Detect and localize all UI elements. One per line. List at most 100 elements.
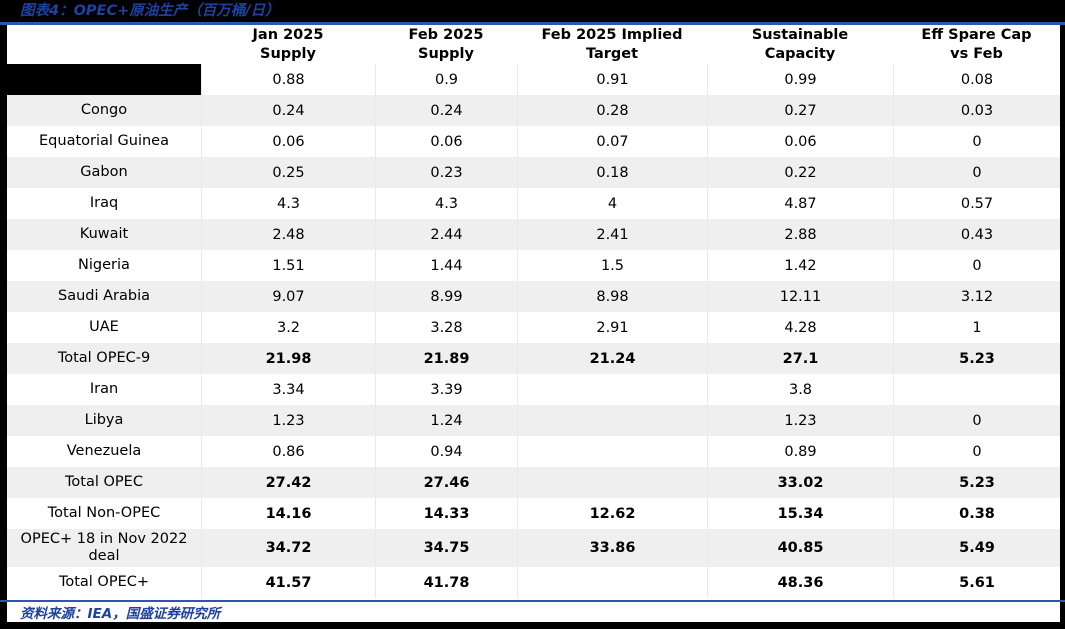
value-cell: 0.18	[517, 157, 707, 188]
value-cell	[517, 467, 707, 498]
value-cell: 21.98	[201, 343, 375, 374]
figure-title: 图表4：OPEC+原油生产（百万桶/日）	[20, 3, 280, 19]
country-cell: Iran	[89, 381, 119, 397]
value-cell: 5.61	[893, 567, 1060, 598]
value-cell: 21.24	[517, 343, 707, 374]
value-cell: 2.48	[201, 219, 375, 250]
bottom-rule	[0, 600, 1065, 602]
value-cell: 12.11	[707, 281, 893, 312]
value-cell: 0.07	[517, 126, 707, 157]
value-cell: 4	[517, 188, 707, 219]
country-cell: Congo	[80, 102, 128, 118]
value-cell: 5.49	[893, 529, 1060, 567]
value-cell: 2.44	[375, 219, 517, 250]
value-cell: 34.75	[375, 529, 517, 567]
value-cell	[893, 374, 1060, 405]
value-cell: 1.23	[707, 405, 893, 436]
country-cell: Gabon	[80, 164, 128, 180]
value-cell: 0.08	[893, 64, 1060, 95]
value-cell: 1.44	[375, 250, 517, 281]
value-cell: 0.22	[707, 157, 893, 188]
value-cell: 27.42	[201, 467, 375, 498]
value-cell: 3.12	[893, 281, 1060, 312]
value-cell: 8.99	[375, 281, 517, 312]
country-cell: OPEC+ 18 in Nov 2022 deal	[20, 531, 188, 564]
value-cell: 3.28	[375, 312, 517, 343]
table-row: Iran 3.34 3.39 3.8	[7, 374, 1060, 405]
value-cell: 33.02	[707, 467, 893, 498]
value-cell: 4.28	[707, 312, 893, 343]
value-cell: 14.16	[201, 498, 375, 529]
value-cell: 1.24	[375, 405, 517, 436]
value-cell: 2.91	[517, 312, 707, 343]
value-cell: 2.41	[517, 219, 707, 250]
value-cell: 0.91	[517, 64, 707, 95]
value-cell: 0.89	[707, 436, 893, 467]
value-cell: 0.9	[375, 64, 517, 95]
table-row: Total Non-OPEC 14.16 14.33 12.62 15.34 0.38	[7, 498, 1060, 529]
value-cell: 0.23	[375, 157, 517, 188]
value-cell	[517, 436, 707, 467]
value-cell: 27.46	[375, 467, 517, 498]
table-row: Congo 0.24 0.24 0.28 0.27 0.03	[7, 95, 1060, 126]
value-cell: 0.94	[375, 436, 517, 467]
value-cell: 5.23	[893, 343, 1060, 374]
source-line: 资料来源：IEA，国盛证券研究所	[7, 602, 1060, 622]
value-cell	[517, 567, 707, 598]
country-cell: Saudi Arabia	[57, 288, 150, 304]
value-cell: 0	[893, 250, 1060, 281]
value-cell: 3.39	[375, 374, 517, 405]
column-header-eff-spare-cap-vs-feb: Eff Spare Cap vs Feb	[921, 26, 1032, 62]
table-row: Libya 1.23 1.24 1.23 0	[7, 405, 1060, 436]
value-cell: 1	[893, 312, 1060, 343]
value-cell: 0.86	[201, 436, 375, 467]
country-cell: Total OPEC+	[58, 574, 150, 590]
value-cell: 41.57	[201, 567, 375, 598]
value-cell: 0.99	[707, 64, 893, 95]
value-cell: 0.06	[375, 126, 517, 157]
country-cell: Iraq	[89, 195, 119, 211]
column-header-feb-2025-supply: Feb 2025 Supply	[408, 26, 484, 62]
table-row: Nigeria 1.51 1.44 1.5 1.42 0	[7, 250, 1060, 281]
country-cell: Total Non-OPEC	[47, 505, 161, 521]
table-header-row: Jan 2025 Supply Feb 2025 Supply Feb 2025…	[7, 25, 1060, 64]
country-cell: UAE	[89, 319, 119, 335]
value-cell: 0.06	[201, 126, 375, 157]
country-cell: Libya	[84, 412, 124, 428]
value-cell: 34.72	[201, 529, 375, 567]
value-cell: 21.89	[375, 343, 517, 374]
value-cell: 0	[893, 405, 1060, 436]
value-cell: 0.57	[893, 188, 1060, 219]
redacted-country-cell	[0, 64, 201, 95]
table-row: Kuwait 2.48 2.44 2.41 2.88 0.43	[7, 219, 1060, 250]
table-row: Total OPEC+ 41.57 41.78 48.36 5.61	[7, 567, 1060, 598]
value-cell: 0	[893, 436, 1060, 467]
value-cell: 1.23	[201, 405, 375, 436]
value-cell: 12.62	[517, 498, 707, 529]
value-cell: 0	[893, 157, 1060, 188]
value-cell: 48.36	[707, 567, 893, 598]
country-cell: Total OPEC	[65, 474, 143, 490]
value-cell: 0.28	[517, 95, 707, 126]
column-header-sustainable-capacity: Sustainable Capacity	[751, 26, 849, 62]
table-row: Total OPEC-9 21.98 21.89 21.24 27.1 5.23	[7, 343, 1060, 374]
value-cell: 0.24	[201, 95, 375, 126]
value-cell: 33.86	[517, 529, 707, 567]
table-row: UAE 3.2 3.28 2.91 4.28 1	[7, 312, 1060, 343]
value-cell: 0.38	[893, 498, 1060, 529]
country-cell: Total OPEC-9	[57, 350, 151, 366]
value-cell: 27.1	[707, 343, 893, 374]
table-body: 0.88 0.9 0.91 0.99 0.08 Congo 0.24 0.24 0.28 0.27…	[7, 64, 1060, 598]
table-row: Venezuela 0.86 0.94 0.89 0	[7, 436, 1060, 467]
value-cell: 0.24	[375, 95, 517, 126]
value-cell: 9.07	[201, 281, 375, 312]
opec-production-table: Jan 2025 Supply Feb 2025 Supply Feb 2025…	[7, 25, 1060, 600]
country-cell: Venezuela	[66, 443, 142, 459]
value-cell: 15.34	[707, 498, 893, 529]
value-cell: 0.27	[707, 95, 893, 126]
table-row: Saudi Arabia 9.07 8.99 8.98 12.11 3.12	[7, 281, 1060, 312]
value-cell: 4.3	[201, 188, 375, 219]
value-cell	[517, 374, 707, 405]
value-cell: 14.33	[375, 498, 517, 529]
